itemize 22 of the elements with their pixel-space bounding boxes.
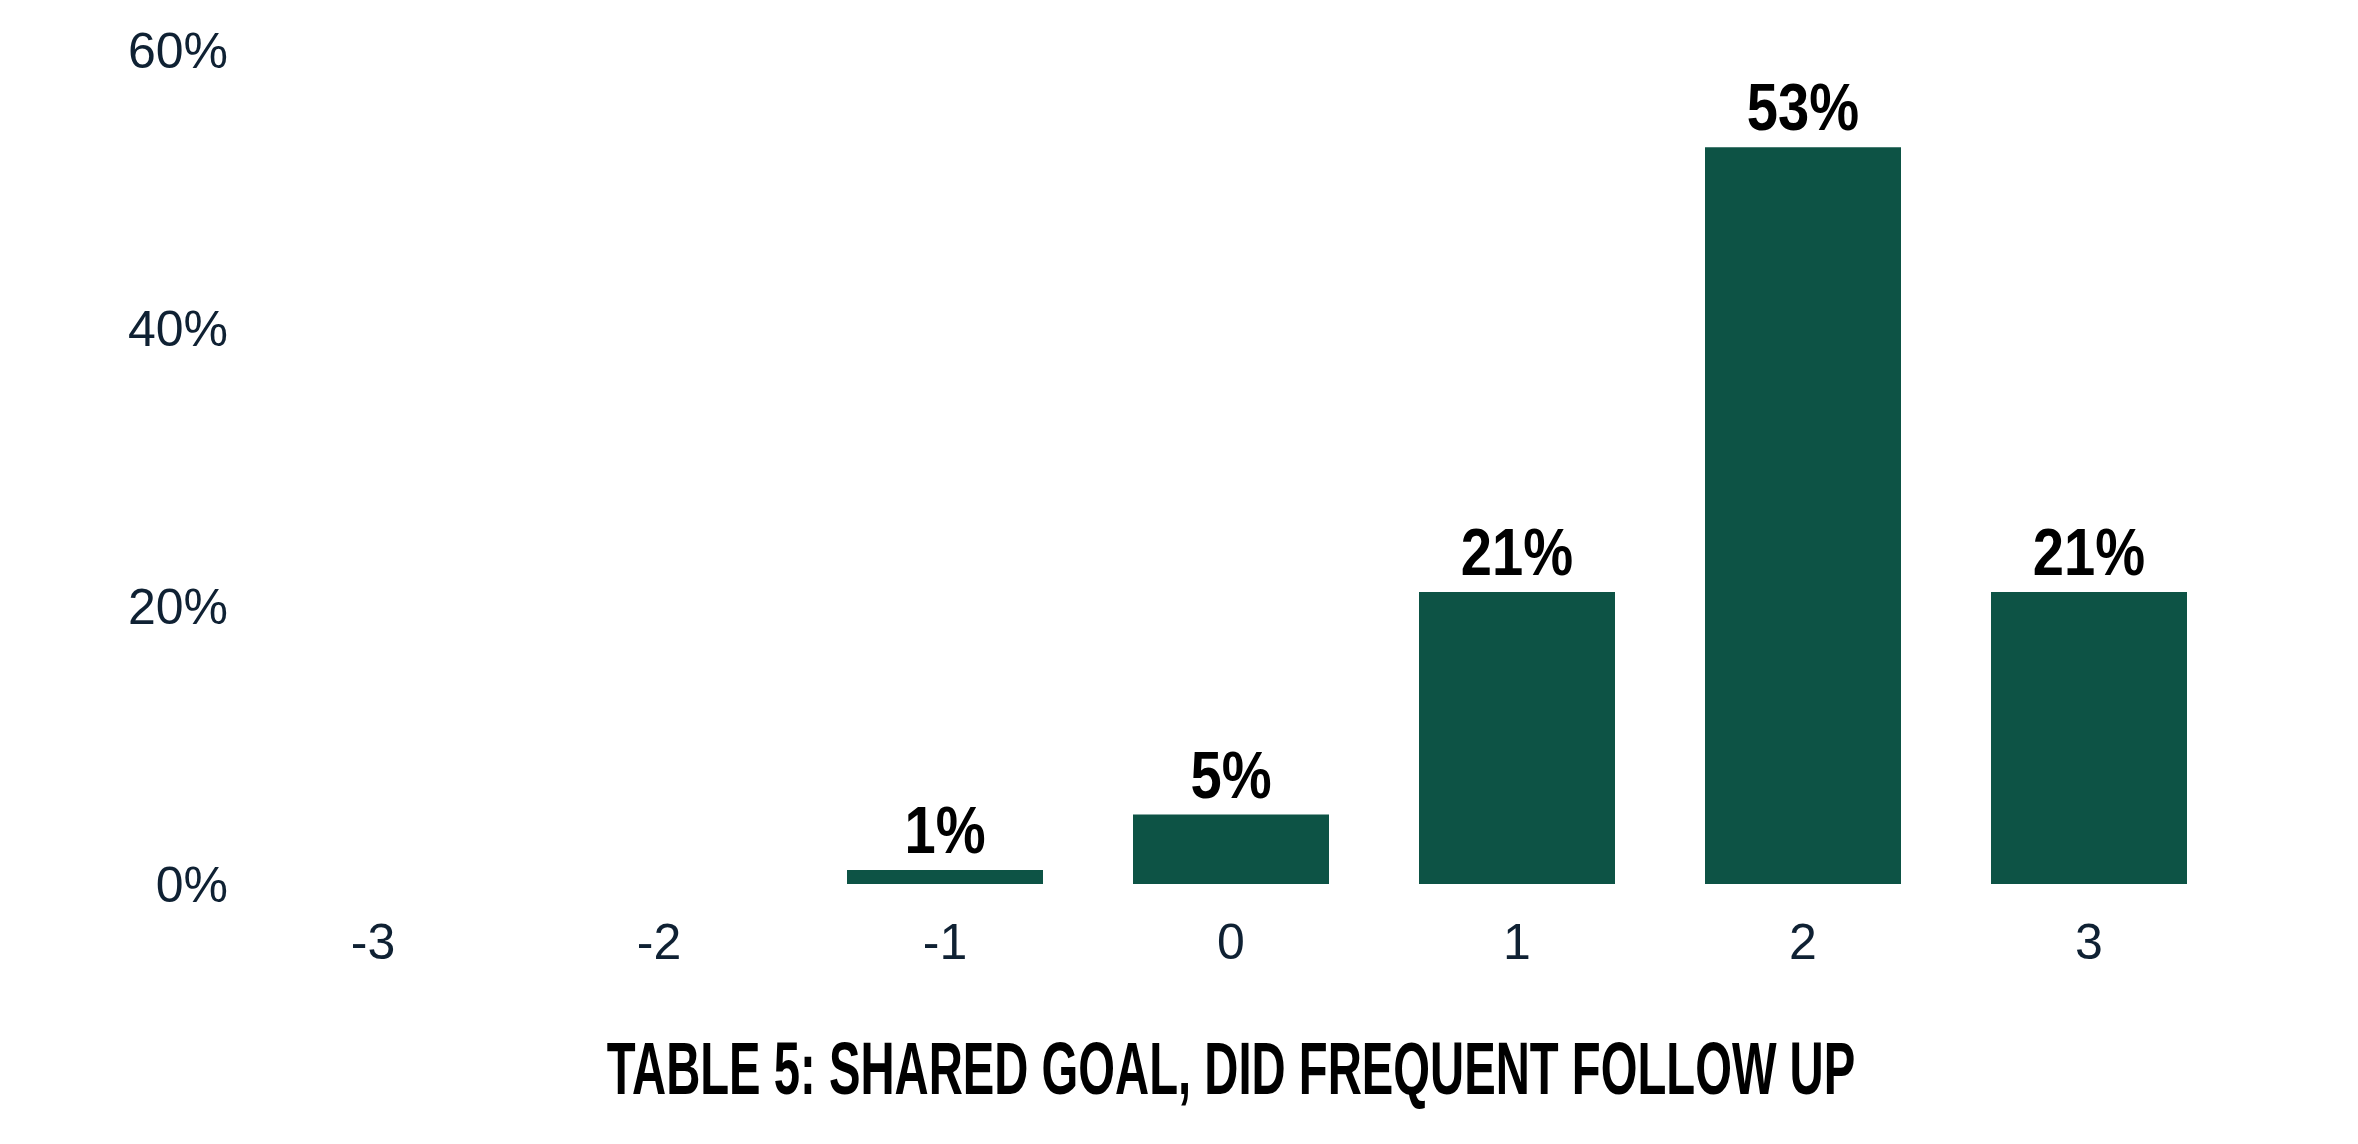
x-tick-label: 0 xyxy=(1217,913,1245,970)
y-tick-label: 60% xyxy=(127,22,228,79)
x-tick-label: 3 xyxy=(2075,913,2103,970)
x-tick-label: -2 xyxy=(636,913,682,970)
bar xyxy=(847,870,1043,884)
bar xyxy=(1705,147,1901,884)
y-tick-label: 40% xyxy=(127,300,228,357)
data-label: 21% xyxy=(2032,515,2146,590)
x-tick-label: -3 xyxy=(350,913,396,970)
y-tick-label: 0% xyxy=(155,856,228,913)
text: TABLE 5: SHARED GOAL, DID FREQUENT FOLLOW UP xyxy=(606,1026,1856,1110)
x-tick-label: 1 xyxy=(1503,913,1531,970)
y-tick-label: 20% xyxy=(127,578,228,635)
x-tick-label: -1 xyxy=(922,913,968,970)
bar xyxy=(1991,592,2187,884)
x-tick-label: 2 xyxy=(1789,913,1817,970)
data-label: 53% xyxy=(1746,71,1860,145)
bar xyxy=(1133,814,1329,884)
data-label: 1% xyxy=(904,793,986,868)
bar xyxy=(1419,592,1615,884)
data-label: 21% xyxy=(1460,515,1574,590)
data-label: 5% xyxy=(1190,738,1272,812)
